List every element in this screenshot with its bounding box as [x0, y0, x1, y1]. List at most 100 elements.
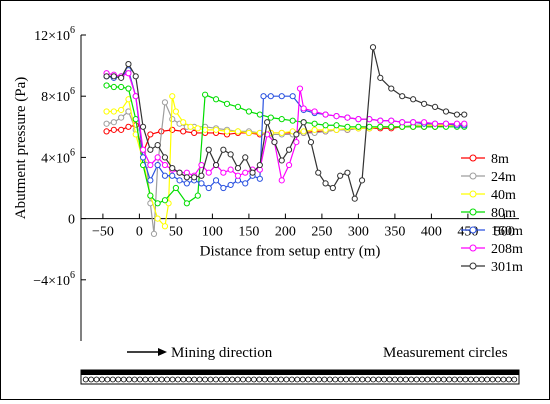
series-point-160m-8 — [161, 172, 169, 179]
measurement-circle-26 — [223, 376, 230, 383]
series-point-301m-9 — [169, 165, 176, 172]
series-point-160m-9 — [169, 172, 176, 179]
measurement-circle-50 — [354, 376, 360, 383]
series-point-301m-19 — [242, 154, 249, 161]
measurement-circle-44 — [321, 376, 328, 383]
measurement-circle-53 — [370, 376, 377, 383]
measurement-circle-71 — [467, 376, 474, 383]
series-point-80m-29 — [388, 123, 395, 130]
measurement-circle-34 — [267, 376, 274, 383]
series-point-40m-1 — [110, 108, 117, 115]
mining-direction-arrow-head — [158, 348, 167, 356]
series-point-301m-16 — [220, 146, 227, 153]
series-point-301m-22 — [264, 119, 271, 126]
series-point-301m-15 — [212, 161, 220, 169]
series-point-301m-8 — [161, 154, 169, 161]
series-point-80m-12 — [202, 91, 209, 98]
measurement-circle-23 — [207, 376, 214, 383]
x-axis-title: Distance from setup entry (m) — [200, 244, 381, 260]
series-point-208m-33 — [355, 116, 362, 123]
legend-marker-160m — [469, 226, 477, 234]
series-point-301m-37 — [377, 74, 384, 81]
measurement-circle-45 — [326, 376, 333, 383]
series-point-80m-24 — [333, 122, 340, 129]
series-point-301m-1 — [110, 73, 117, 80]
y-tick-label-1: 8×106 — [41, 86, 75, 105]
measurement-circle-5 — [109, 376, 116, 383]
measurement-circle-59 — [402, 376, 409, 383]
y-tick-label-4: −4×106 — [33, 270, 75, 289]
measurement-circle-57 — [392, 376, 398, 383]
series-point-80m-28 — [377, 123, 384, 130]
series-point-301m-25 — [285, 146, 293, 153]
series-point-40m-19 — [245, 129, 252, 137]
measurement-circle-11 — [142, 376, 149, 383]
measurement-circle-56 — [386, 376, 393, 383]
series-point-301m-0 — [103, 73, 110, 80]
y-tick-label-2: 4×106 — [41, 147, 75, 166]
x-tick-label-11: 500 — [494, 225, 515, 240]
series-point-160m-25 — [289, 93, 296, 100]
measurement-circle-0 — [82, 376, 89, 383]
measurement-circle-12 — [147, 376, 154, 383]
series-point-80m-22 — [311, 120, 318, 127]
series-point-80m-10 — [183, 200, 190, 207]
series-point-40m-16 — [212, 126, 220, 133]
series-point-160m-6 — [147, 177, 154, 184]
series-point-80m-7 — [154, 200, 161, 207]
legend-label-24m: 24m — [491, 170, 516, 185]
series-point-301m-38 — [388, 85, 395, 92]
series-point-301m-28 — [307, 139, 315, 146]
measurement-circle-15 — [164, 376, 170, 383]
measurement-circle-28 — [234, 376, 241, 383]
measurement-circle-35 — [272, 376, 279, 383]
measurement-circle-54 — [375, 376, 382, 383]
measurement-circle-69 — [457, 376, 463, 383]
series-point-40m-10 — [169, 93, 176, 100]
measurement-circle-40 — [299, 376, 306, 383]
series-point-301m-2 — [118, 74, 125, 81]
series-point-301m-26 — [293, 131, 300, 138]
measurement-circle-70 — [462, 376, 469, 383]
measurement-circle-43 — [316, 376, 322, 383]
measurement-circle-17 — [175, 376, 181, 383]
series-point-208m-30 — [322, 111, 329, 118]
measurement-circle-29 — [240, 376, 246, 383]
series-point-160m-5 — [139, 154, 147, 161]
measurement-circle-10 — [137, 376, 143, 383]
series-point-301m-44 — [453, 111, 461, 118]
legend-label-208m: 208m — [491, 242, 523, 257]
x-tick-label-2: 50 — [169, 225, 183, 240]
measurement-circle-48 — [343, 376, 350, 383]
series-point-301m-33 — [344, 169, 351, 176]
series-point-40m-8 — [161, 223, 169, 230]
series-point-208m-25 — [285, 161, 293, 169]
series-point-40m-22 — [278, 129, 285, 137]
series-point-40m-7 — [154, 215, 161, 222]
series-point-301m-20 — [249, 169, 256, 176]
legend-label-40m: 40m — [491, 188, 516, 203]
series-point-301m-3 — [125, 60, 132, 68]
series-point-208m-3 — [125, 70, 132, 77]
series-point-301m-12 — [191, 174, 198, 181]
series-point-301m-24 — [278, 157, 285, 164]
series-point-208m-43 — [461, 120, 468, 127]
mining-direction-label: Mining direction — [171, 345, 273, 361]
series-point-208m-40 — [431, 120, 439, 127]
legend-marker-24m — [469, 172, 477, 180]
measurement-circle-14 — [158, 376, 165, 383]
measurement-circle-73 — [478, 376, 485, 383]
series-point-80m-13 — [212, 96, 220, 103]
series-point-80m-18 — [267, 114, 274, 121]
measurement-circle-19 — [185, 376, 192, 383]
measurement-circle-52 — [364, 376, 371, 383]
series-point-40m-14 — [194, 125, 201, 132]
series-point-160m-13 — [198, 180, 205, 187]
measurement-circle-55 — [381, 376, 387, 383]
measurement-circle-1 — [88, 376, 95, 383]
measurement-circle-61 — [413, 376, 420, 383]
measurement-circle-33 — [261, 376, 268, 383]
series-point-301m-18 — [234, 165, 242, 172]
series-point-208m-27 — [296, 85, 304, 92]
